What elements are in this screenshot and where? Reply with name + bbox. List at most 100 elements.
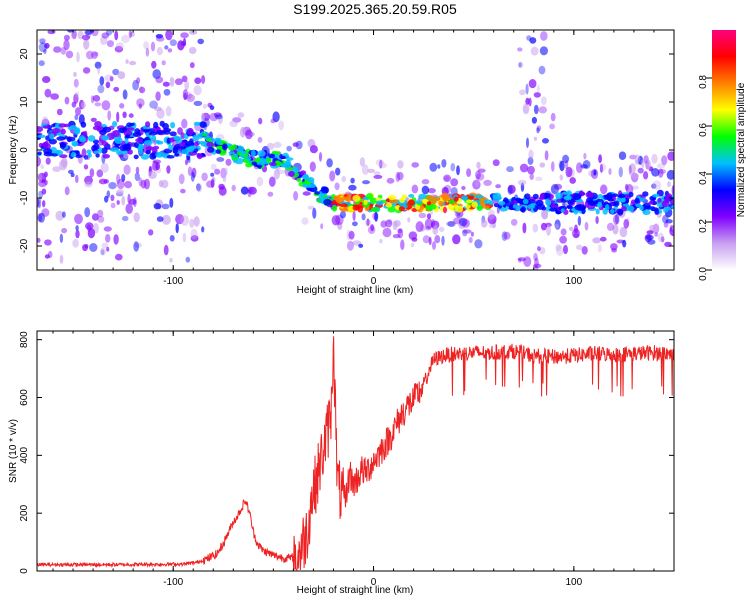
heatmap-noise-blob xyxy=(52,166,62,173)
heatmap-noise-blob xyxy=(646,230,654,235)
x-tick-label: 0 xyxy=(371,577,377,588)
heatmap-noise-blob xyxy=(122,111,127,119)
heatmap-noise-blob xyxy=(116,192,124,197)
y-tick-label: 400 xyxy=(19,447,30,464)
heatmap-trace-blob xyxy=(222,143,228,151)
heatmap-noise-blob xyxy=(138,86,146,94)
heatmap-trace-blob xyxy=(639,205,644,211)
heatmap-noise-blob xyxy=(538,65,546,75)
heatmap-noise-blob xyxy=(162,81,170,87)
heatmap-trace-blob xyxy=(257,150,266,157)
heatmap-trace-blob xyxy=(399,197,405,203)
heatmap-noise-blob xyxy=(202,103,207,109)
heatmap-noise-blob xyxy=(421,179,430,185)
heatmap-trace-blob xyxy=(173,135,180,141)
x-tick-label: 100 xyxy=(565,276,582,287)
heatmap-trace-blob xyxy=(527,204,536,209)
heatmap-noise-blob xyxy=(156,216,164,222)
heatmap-noise-blob xyxy=(523,256,532,267)
heatmap-trace-blob xyxy=(245,162,253,168)
heatmap-trace-blob xyxy=(645,205,652,210)
heatmap-trace-blob xyxy=(408,194,415,198)
heatmap-noise-blob xyxy=(190,171,195,182)
heatmap-noise-blob xyxy=(114,30,119,41)
heatmap-trace-blob xyxy=(612,200,620,207)
heatmap-noise-blob xyxy=(386,177,395,184)
heatmap-noise-blob xyxy=(41,188,47,195)
heatmap-noise-blob xyxy=(352,221,358,227)
heatmap-trace-blob xyxy=(414,200,422,204)
heatmap-noise-blob xyxy=(124,180,132,189)
heatmap-noise-blob xyxy=(546,224,551,236)
heatmap-noise-blob xyxy=(64,186,70,196)
heatmap-noise-blob xyxy=(37,38,47,43)
heatmap-trace-blob xyxy=(251,161,257,166)
heatmap-trace-blob xyxy=(197,153,203,160)
heatmap-noise-blob xyxy=(528,149,534,160)
heatmap-noise-blob xyxy=(37,198,40,208)
heatmap-trace-blob xyxy=(303,173,309,180)
y-tick-label: 600 xyxy=(19,389,30,406)
heatmap-noise-blob xyxy=(116,173,121,184)
heatmap-noise-blob xyxy=(84,175,93,185)
heatmap-noise-blob xyxy=(121,195,126,206)
heatmap-noise-blob xyxy=(273,168,280,180)
heatmap-noise-blob xyxy=(554,223,560,229)
heatmap-noise-blob xyxy=(517,257,526,262)
heatmap-trace-blob xyxy=(42,125,50,129)
y-tick-label: 20 xyxy=(19,48,30,60)
heatmap-noise-blob xyxy=(326,158,333,168)
heatmap-noise-blob xyxy=(116,200,120,205)
heatmap-xlabel: Height of straight line (km) xyxy=(297,285,414,296)
heatmap-noise-blob xyxy=(574,224,578,234)
y-tick-label: 200 xyxy=(19,504,30,521)
heatmap-noise-blob xyxy=(74,213,83,225)
heatmap-noise-blob xyxy=(593,169,597,176)
heatmap-noise-blob xyxy=(181,75,188,83)
heatmap-noise-blob xyxy=(85,222,94,230)
heatmap-noise-blob xyxy=(658,169,667,174)
heatmap-noise-blob xyxy=(110,202,116,209)
heatmap-noise-blob xyxy=(132,79,140,91)
heatmap-trace-blob xyxy=(283,161,292,169)
heatmap-trace-blob xyxy=(555,210,561,215)
snr-series-line xyxy=(37,336,674,571)
heatmap-noise-blob xyxy=(507,185,513,196)
heatmap-trace-blob xyxy=(440,192,450,200)
heatmap-noise-blob xyxy=(522,103,530,115)
heatmap-noise-blob xyxy=(213,112,222,117)
heatmap-trace-blob xyxy=(145,149,151,155)
heatmap-trace-blob xyxy=(556,198,563,203)
heatmap-noise-blob xyxy=(542,138,549,144)
heatmap-trace-blob xyxy=(443,206,447,214)
heatmap-noise-blob xyxy=(528,79,537,89)
heatmap-noise-blob xyxy=(99,247,106,256)
heatmap-noise-blob xyxy=(37,156,41,167)
heatmap-noise-blob xyxy=(472,179,481,190)
heatmap-noise-blob xyxy=(37,237,41,243)
heatmap-noise-blob xyxy=(408,231,418,240)
heatmap-noise-blob xyxy=(565,166,573,178)
heatmap-noise-blob xyxy=(397,228,403,234)
heatmap-noise-blob xyxy=(115,42,124,50)
heatmap-trace-blob xyxy=(323,198,332,206)
heatmap-noise-blob xyxy=(611,248,617,253)
heatmap-noise-blob xyxy=(155,162,161,171)
heatmap-noise-blob xyxy=(358,243,364,248)
heatmap-noise-blob xyxy=(180,32,189,39)
heatmap-noise-blob xyxy=(44,42,50,49)
heatmap-noise-blob xyxy=(66,30,74,33)
heatmap-noise-blob xyxy=(145,47,150,57)
y-tick-label: 0 xyxy=(19,568,30,574)
heatmap-noise-blob xyxy=(59,233,64,243)
heatmap-noise-blob xyxy=(392,234,401,239)
heatmap-trace-blob xyxy=(127,149,133,155)
heatmap-noise-blob xyxy=(97,209,104,218)
heatmap-trace-blob xyxy=(126,122,133,127)
heatmap-noise-blob xyxy=(105,30,113,36)
heatmap-noise-blob xyxy=(510,218,518,226)
heatmap-trace-blob xyxy=(288,170,295,177)
heatmap-noise-blob xyxy=(104,195,109,203)
heatmap-noise-blob xyxy=(196,183,203,193)
heatmap-noise-blob xyxy=(84,181,93,188)
